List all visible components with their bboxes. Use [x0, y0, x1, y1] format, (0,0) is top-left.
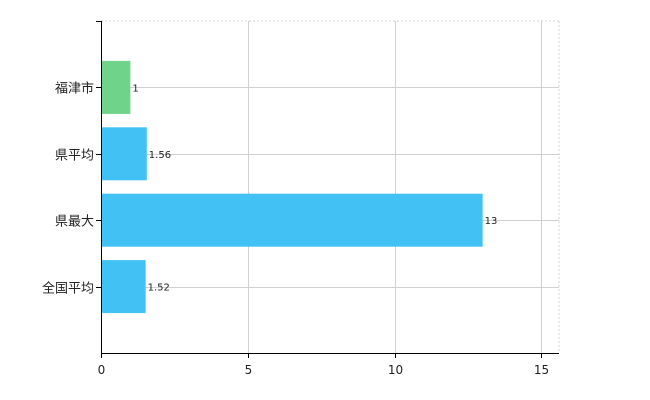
- bar-2: [102, 193, 483, 247]
- x-tick-label-2: 10: [388, 363, 403, 377]
- category-label-3: 全国平均: [42, 281, 94, 297]
- category-label-0: 福津市: [55, 81, 94, 97]
- gridlines: [101, 20, 560, 353]
- data-label-2: 13: [485, 216, 498, 227]
- x-tick-label-3: 15: [534, 363, 549, 377]
- x-tick-label-1: 5: [245, 363, 253, 377]
- data-label-1: 1.56: [149, 150, 171, 161]
- x-tick-label-0: 0: [98, 363, 106, 377]
- axes: [96, 21, 559, 358]
- category-label-1: 県平均: [55, 149, 94, 164]
- data-label-3: 1.52: [148, 283, 170, 294]
- bar-0: [102, 60, 131, 114]
- category-label-2: 県最大: [55, 215, 94, 230]
- bar-3: [102, 260, 146, 314]
- bar-1: [102, 127, 147, 181]
- bars: [102, 60, 483, 314]
- data-label-0: 1: [132, 83, 138, 94]
